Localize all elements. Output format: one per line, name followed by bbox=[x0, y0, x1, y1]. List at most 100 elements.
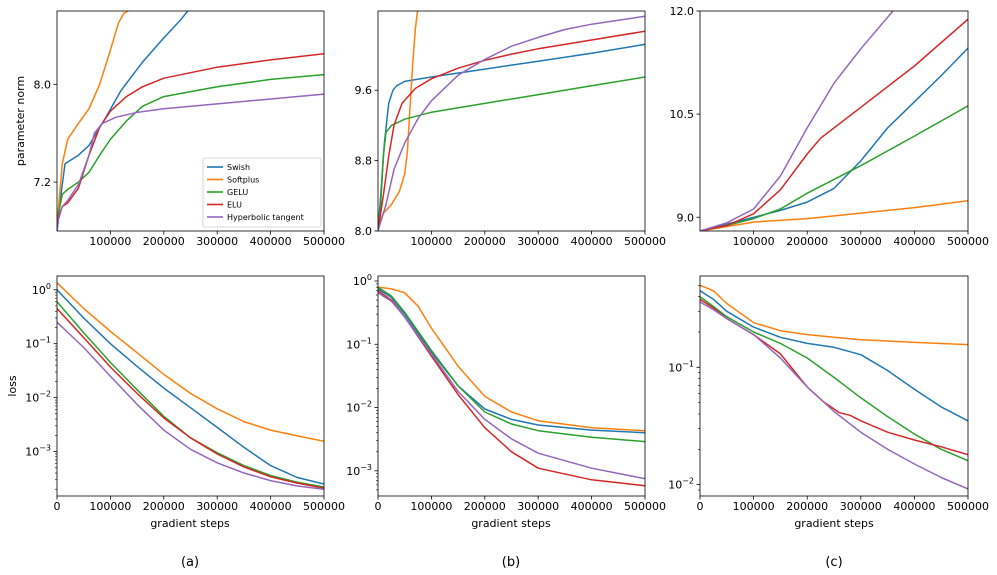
series-line-hyperbolic-tangent bbox=[57, 321, 324, 491]
y-tick-label: 8.0 bbox=[355, 225, 373, 238]
x-tick-label: 500000 bbox=[303, 235, 345, 248]
legend: Swish Softplus GELU ELU Hyperbolic tangent bbox=[202, 157, 322, 228]
legend-item-softplus: Softplus bbox=[207, 176, 259, 185]
x-tick-label: 200000 bbox=[464, 235, 506, 248]
x-tick-label: 100000 bbox=[733, 500, 775, 513]
series-line-softplus bbox=[57, 281, 324, 443]
series-line-swish bbox=[700, 47, 968, 231]
x-tick-label: 500000 bbox=[303, 500, 345, 513]
x-tick-label: 200000 bbox=[464, 500, 506, 513]
x-tick-label: 400000 bbox=[250, 235, 292, 248]
series-line-softplus bbox=[378, 11, 419, 228]
x-tick-label: 300000 bbox=[196, 235, 238, 248]
x-tick-label: 500000 bbox=[624, 500, 666, 513]
x-tick-label: 0 bbox=[54, 500, 61, 513]
series-line-swish bbox=[57, 11, 189, 231]
series-line-hyperbolic-tangent bbox=[700, 301, 968, 490]
series-line-hyperbolic-tangent bbox=[700, 11, 894, 231]
series-line-swish bbox=[378, 43, 645, 231]
x-tick-label: 100000 bbox=[89, 500, 131, 513]
legend-item-elu: ELU bbox=[207, 201, 242, 210]
x-tick-label: 300000 bbox=[517, 235, 559, 248]
series-line-softplus bbox=[700, 200, 968, 231]
x-tick-label: 300000 bbox=[196, 500, 238, 513]
legend-item-gelu: GELU bbox=[207, 188, 248, 197]
plot-frame bbox=[699, 275, 969, 497]
series-lines bbox=[378, 286, 645, 487]
y-tick-label: 9.0 bbox=[677, 211, 695, 224]
x-tick-label: 0 bbox=[697, 500, 704, 513]
x-axis-label: gradient steps bbox=[471, 517, 551, 530]
series-lines bbox=[57, 11, 324, 231]
legend-label: Swish bbox=[227, 163, 250, 172]
panel-b-bottom: 0 100000 200000 300000 400000 500000 100 10−1 10… bbox=[346, 273, 666, 530]
y-tick-exponent: 0 bbox=[367, 273, 372, 282]
legend-label: Softplus bbox=[227, 176, 259, 185]
x-tick-label: 100000 bbox=[89, 235, 131, 248]
legend-label: ELU bbox=[227, 201, 242, 210]
x-tick-label: 100000 bbox=[733, 235, 775, 248]
plot-frame bbox=[56, 275, 325, 497]
series-line-softplus bbox=[57, 11, 129, 231]
x-tick-label: 400000 bbox=[571, 500, 613, 513]
y-tick-label: 10−1 bbox=[25, 336, 51, 351]
series-line-elu bbox=[700, 18, 968, 231]
caption-a: (a) bbox=[181, 555, 199, 570]
series-line-softplus bbox=[700, 284, 968, 346]
x-axis-label: gradient steps bbox=[794, 517, 874, 530]
legend-item-hyperbolic-tangent: Hyperbolic tangent bbox=[207, 213, 304, 222]
y-tick-label: 10−1 bbox=[668, 359, 694, 374]
series-line-swish bbox=[700, 289, 968, 422]
axis-ticks: 0 100000 200000 300000 400000 500000 100 10−1 10… bbox=[25, 282, 345, 513]
series-lines bbox=[57, 281, 324, 491]
y-tick-label: 100 bbox=[32, 282, 51, 297]
series-line-gelu bbox=[700, 295, 968, 462]
series-lines bbox=[700, 284, 968, 490]
series-line-gelu bbox=[700, 105, 968, 231]
axis-ticks: 100000 200000 300000 400000 500000 7.2 8.0 bbox=[34, 78, 346, 248]
x-tick-label: 100000 bbox=[410, 500, 452, 513]
y-tick-label: 10−2 bbox=[346, 400, 372, 415]
series-lines bbox=[700, 11, 968, 231]
y-tick-label: 10−3 bbox=[25, 444, 51, 459]
y-tick-label: 8.0 bbox=[34, 78, 52, 91]
legend-frame bbox=[202, 157, 322, 228]
plot-frame bbox=[377, 10, 646, 232]
axis-ticks: 100000 200000 300000 400000 500000 9.0 10.5 12.… bbox=[670, 5, 990, 248]
y-tick-exponent: −3 bbox=[39, 444, 51, 453]
series-line-gelu bbox=[378, 76, 645, 231]
y-tick-exponent: −2 bbox=[39, 390, 51, 399]
legend-label: Hyperbolic tangent bbox=[227, 213, 304, 222]
x-tick-label: 200000 bbox=[143, 500, 185, 513]
x-tick-label: 0 bbox=[375, 500, 382, 513]
series-line-elu bbox=[378, 290, 645, 487]
y-tick-label: 10−1 bbox=[346, 336, 372, 351]
x-tick-label: 200000 bbox=[143, 235, 185, 248]
series-line-hyperbolic-tangent bbox=[378, 292, 645, 480]
plot-frame bbox=[377, 275, 646, 497]
x-tick-label: 500000 bbox=[624, 235, 666, 248]
x-axis-label: gradient steps bbox=[150, 517, 230, 530]
x-tick-label: 400000 bbox=[893, 500, 935, 513]
x-tick-label: 300000 bbox=[840, 500, 882, 513]
series-line-softplus bbox=[378, 286, 645, 432]
panel-c-top: 100000 200000 300000 400000 500000 9.0 10.5 12.… bbox=[670, 5, 990, 248]
y-tick-label: 10.5 bbox=[670, 108, 695, 121]
y-axis-label: loss bbox=[6, 375, 19, 397]
y-tick-exponent: −1 bbox=[682, 359, 694, 368]
y-tick-exponent: −1 bbox=[39, 336, 51, 345]
x-tick-label: 400000 bbox=[893, 235, 935, 248]
x-tick-label: 100000 bbox=[410, 235, 452, 248]
caption-c: (c) bbox=[825, 555, 842, 570]
y-tick-exponent: −1 bbox=[360, 336, 372, 345]
plot-frame bbox=[699, 10, 969, 232]
x-tick-label: 500000 bbox=[947, 500, 989, 513]
y-tick-label: 12.0 bbox=[670, 5, 695, 18]
panel-a-bottom: 0 100000 200000 300000 400000 500000 100 10−1 10… bbox=[6, 275, 345, 530]
y-tick-label: 7.2 bbox=[34, 176, 52, 189]
series-line-hyperbolic-tangent bbox=[378, 15, 645, 231]
axis-ticks: 0 100000 200000 300000 400000 500000 100 10−1 10… bbox=[346, 273, 666, 513]
x-tick-label: 200000 bbox=[786, 500, 828, 513]
series-line-gelu bbox=[57, 300, 324, 488]
